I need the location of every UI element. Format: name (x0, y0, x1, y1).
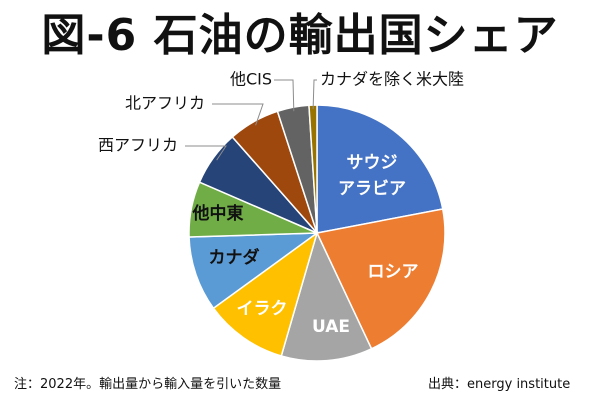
source-note: 出典：energy institute (428, 373, 570, 392)
slice-label-2: UAE (312, 317, 350, 337)
leader-lines (185, 79, 317, 161)
leader-line-8 (274, 79, 295, 112)
slice-label-5: 他中東 (192, 203, 244, 224)
pie-slice-1 (315, 208, 446, 350)
footnote: 注：2022年。輸出量から輸入量を引いた数量 (14, 377, 282, 392)
source-name: energy institute (467, 377, 571, 392)
slice-label-3: イラク (237, 299, 288, 319)
pie-slices (188, 104, 446, 362)
slice-label-7: 北アフリカ (125, 94, 205, 113)
pie-slice-0 (316, 104, 444, 234)
slice-label-0-line0: サウジ (347, 153, 398, 173)
chart-title: 図-6 石油の輸出国シェア (41, 10, 559, 61)
pie-slice-2 (280, 230, 373, 362)
pie-slice-3 (212, 231, 319, 357)
slice-label-8: 他CIS (230, 70, 272, 89)
pie-slice-4 (188, 232, 320, 310)
slice-label-9: カナダを除く米大陸 (320, 70, 464, 89)
slice-label-4: カナダ (209, 247, 260, 268)
slice-label-6: 西アフリカ (98, 136, 178, 155)
slice-label-1: ロシア (368, 262, 419, 282)
leader-line-6 (185, 145, 227, 161)
leader-line-9 (312, 79, 317, 110)
source-prefix: 出典： (428, 377, 468, 392)
leader-line-7 (212, 103, 264, 126)
slice-label-0-line1: アラビア (338, 179, 406, 199)
